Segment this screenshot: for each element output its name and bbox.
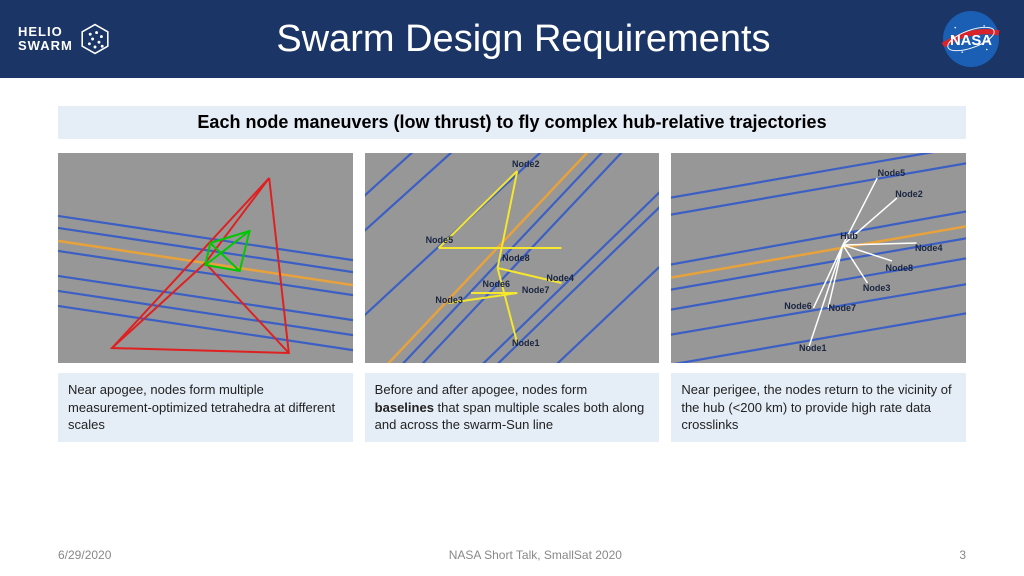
slide-footer: 6/29/2020 NASA Short Talk, SmallSat 2020… [0,548,1024,562]
node-label: Node1 [799,343,827,353]
logo-line2: SWARM [18,39,73,53]
node-label: Node6 [483,279,511,289]
nasa-logo: NASA [936,10,1006,68]
svg-text:NASA: NASA [950,33,992,49]
diagram-baselines: Node2 Node5 Node8 Node6 Node4 Node7 Node3 Node1 [365,153,660,363]
node-label: Node2 [512,159,540,169]
node-label: Node3 [435,295,463,305]
node-label: Node5 [426,235,454,245]
node-label: Node2 [895,189,923,199]
node-label: Node8 [885,263,913,273]
diagram-perigee: Node5 Node2 Hub Node4Node8 Node3 Node6 Node7 No… [671,153,966,363]
slide-title: Swarm Design Requirements [111,18,936,61]
node-label: Node1 [512,338,540,348]
footer-venue: NASA Short Talk, SmallSat 2020 [449,548,622,562]
panel-baselines: Node2 Node5 Node8 Node6 Node4 Node7 Node3 Node1… [365,153,660,442]
node-label: Node4 [546,273,574,283]
node-label: Node8 [502,253,530,263]
logo-text: HELIO SWARM [18,25,73,54]
diagram-apogee [58,153,353,363]
node-label: Node3 [863,283,891,293]
node-label: Node5 [878,168,906,178]
node-label: Node7 [522,285,550,295]
node-label: Hub [840,231,858,241]
caption-apogee: Near apogee, nodes form multiple measure… [58,373,353,442]
subtitle-bar: Each node maneuvers (low thrust) to fly … [58,106,966,139]
panel-apogee: Near apogee, nodes form multiple measure… [58,153,353,442]
slide-header: HELIO SWARM Swarm Design Requirements NA… [0,0,1024,78]
caption-baselines: Before and after apogee, nodes form base… [365,373,660,442]
footer-page: 3 [959,548,966,562]
logo-line1: HELIO [18,25,73,39]
node-label: Node7 [829,303,857,313]
footer-date: 6/29/2020 [58,548,111,562]
hex-icon [79,23,111,55]
helioswarm-logo: HELIO SWARM [18,23,111,55]
node-label: Node6 [784,301,812,311]
caption-perigee: Near perigee, the nodes return to the vi… [671,373,966,442]
panel-perigee: Node5 Node2 Hub Node4Node8 Node3 Node6 Node7 No… [671,153,966,442]
panel-row: Near apogee, nodes form multiple measure… [0,153,1024,442]
node-label: Node4 [915,243,943,253]
